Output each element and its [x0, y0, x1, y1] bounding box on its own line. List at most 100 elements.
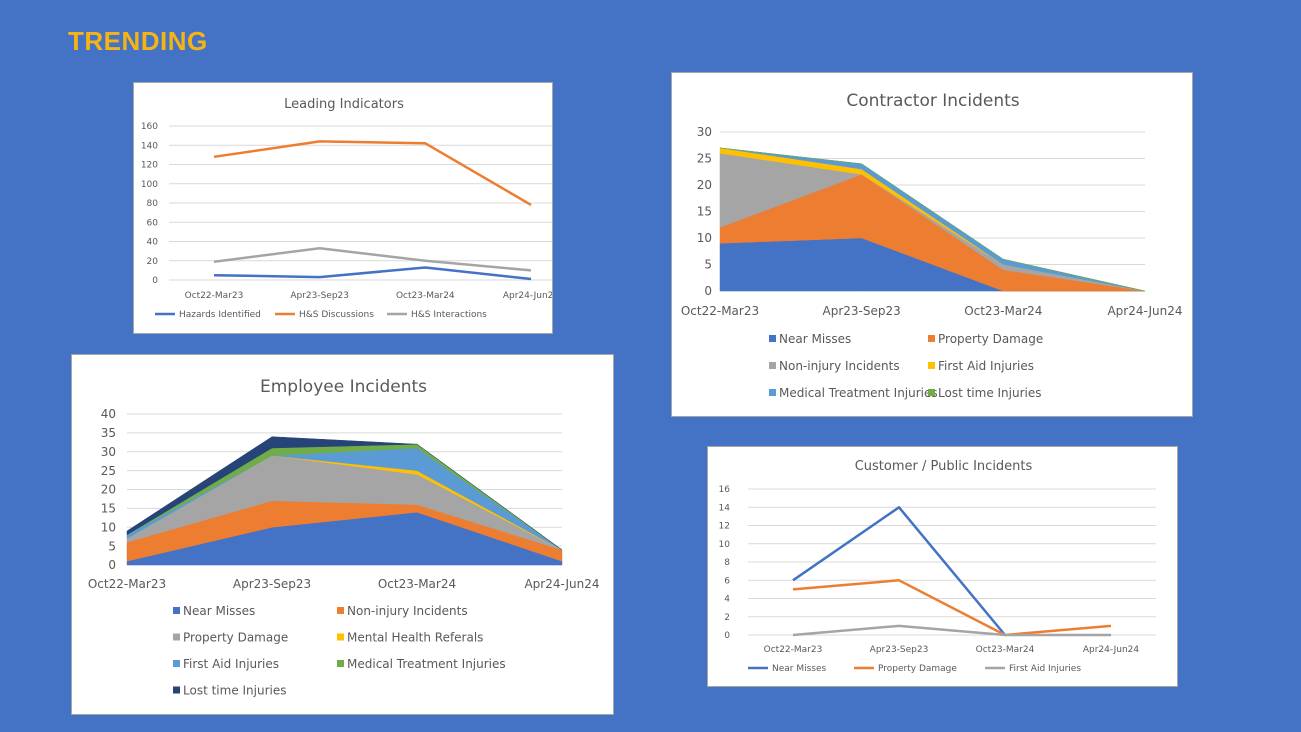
- x-tick-label: Oct23-Mar24: [396, 291, 455, 301]
- y-tick-label: 35: [101, 426, 116, 440]
- legend-label: Medical Treatment Injuries: [347, 657, 506, 671]
- legend-swatch-medical-treatment-injuries: [337, 660, 344, 667]
- legend-label: Near Misses: [772, 664, 827, 674]
- area-lost-time-injuries: [126, 436, 563, 551]
- legend-label: Lost time Injuries: [938, 386, 1042, 400]
- line-near-misses: [792, 506, 1006, 636]
- legend-swatch-non-injury-incidents: [769, 362, 776, 369]
- y-tick-label: 60: [147, 218, 159, 228]
- y-tick-label: 30: [101, 445, 116, 459]
- y-tick-label: 10: [697, 231, 712, 245]
- legend-swatch-property-damage: [928, 335, 935, 342]
- customer-incidents-svg: Customer / Public Incidents 0 2 4 6 8 10 12 14 16…: [719, 459, 1156, 674]
- legend-swatch-near-misses: [173, 607, 180, 614]
- x-tick-label: Oct22-Mar23: [88, 577, 166, 591]
- line-hazards-identified: [213, 266, 532, 281]
- y-tick-label: 10: [101, 520, 116, 534]
- y-tick-label: 14: [719, 503, 731, 513]
- legend-label: Non-injury Incidents: [347, 604, 468, 618]
- y-tick-label: 25: [697, 152, 712, 166]
- x-tick-label: Oct22-Mar23: [185, 291, 244, 301]
- legend-swatch-near-misses: [769, 335, 776, 342]
- chart-title: Customer / Public Incidents: [855, 459, 1033, 474]
- legend-label: Near Misses: [183, 604, 255, 618]
- y-tick-label: 10: [719, 540, 731, 550]
- legend-swatch-medical-treatment-injuries: [769, 389, 776, 396]
- area-lost-time-injuries: [719, 147, 1146, 292]
- y-tick-label: 40: [101, 407, 116, 421]
- y-tick-label: 0: [724, 631, 730, 641]
- legend-label: Property Damage: [938, 332, 1043, 346]
- contractor-incidents-chart: Contractor Incidents 0 5 10 15 20 25 30 Oct22-Ma…: [671, 72, 1193, 417]
- legend-label: H&S Discussions: [299, 310, 374, 320]
- leading-indicators-chart: Leading Indicators 0 20 40 60 80 100 120 140 160 O…: [133, 82, 553, 334]
- y-tick-label: 40: [147, 238, 159, 248]
- y-tick-label: 6: [724, 576, 730, 586]
- legend-swatch-first-aid-injuries: [928, 362, 935, 369]
- y-tick-label: 20: [101, 483, 116, 497]
- x-tick-label: Oct22-Mar23: [764, 645, 823, 655]
- y-tick-label: 0: [108, 558, 116, 572]
- chart-title: Employee Incidents: [260, 377, 427, 397]
- legend-swatch-lost-time-injuries: [928, 389, 935, 396]
- line-property-damage: [792, 579, 1112, 637]
- y-tick-label: 120: [141, 161, 158, 171]
- x-tick-label: Oct22-Mar23: [681, 304, 759, 318]
- y-tick-label: 2: [724, 613, 730, 623]
- employee-incidents-svg: Employee Incidents 0 5 10 15 20 25 30 35 40 Oct22-…: [88, 377, 600, 698]
- legend-label: First Aid Injuries: [183, 657, 279, 671]
- legend-label: Mental Health Referals: [347, 631, 483, 645]
- x-tick-label: Oct23-Mar24: [976, 645, 1035, 655]
- legend-label: First Aid Injuries: [938, 359, 1034, 373]
- y-tick-label: 20: [147, 257, 159, 267]
- line-h-s-interactions: [213, 246, 532, 272]
- x-tick-label: Apr23-Sep23: [870, 645, 929, 655]
- y-tick-label: 0: [704, 284, 712, 298]
- y-tick-label: 5: [704, 258, 712, 272]
- legend-label: Hazards Identified: [179, 310, 261, 320]
- y-tick-label: 30: [697, 125, 712, 139]
- employee-incidents-chart: Employee Incidents 0 5 10 15 20 25 30 35 40 Oct22-…: [71, 354, 614, 715]
- y-tick-label: 140: [141, 141, 158, 151]
- y-tick-label: 25: [101, 464, 116, 478]
- legend-label: Near Misses: [779, 332, 851, 346]
- y-tick-label: 15: [101, 502, 116, 516]
- x-tick-label: Apr23-Sep23: [290, 291, 349, 301]
- legend-swatch-non-injury-incidents: [337, 607, 344, 614]
- x-tick-label: Oct23-Mar24: [964, 304, 1042, 318]
- legend-swatch-first-aid-injuries: [173, 660, 180, 667]
- x-tick-label: Apr23-Sep23: [233, 577, 311, 591]
- y-tick-label: 100: [141, 180, 158, 190]
- legend-label: Property Damage: [183, 631, 288, 645]
- x-tick-label: Apr24-Jun24: [1107, 304, 1182, 318]
- chart-title: Contractor Incidents: [846, 91, 1019, 111]
- x-tick-label: Apr24-Jun24: [524, 577, 599, 591]
- y-tick-label: 15: [697, 205, 712, 219]
- y-tick-label: 160: [141, 122, 158, 132]
- legend-label: First Aid Injuries: [1009, 664, 1081, 674]
- y-tick-label: 4: [724, 595, 730, 605]
- legend-label: Non-injury Incidents: [779, 359, 900, 373]
- legend-label: H&S Interactions: [411, 310, 487, 320]
- legend-swatch-mental-health-referals: [337, 633, 344, 641]
- y-tick-label: 5: [108, 539, 116, 553]
- legend-label: Medical Treatment Injuries: [779, 386, 938, 400]
- x-tick-label: Apr24-Jun24: [503, 291, 553, 301]
- y-tick-label: 20: [697, 178, 712, 192]
- y-tick-label: 0: [152, 276, 158, 286]
- leading-indicators-svg: Leading Indicators 0 20 40 60 80 100 120 140 160 O…: [141, 97, 553, 320]
- y-tick-label: 80: [147, 199, 159, 209]
- x-tick-label: Oct23-Mar24: [378, 577, 456, 591]
- legend-swatch-lost-time-injuries: [173, 686, 180, 694]
- legend-swatch-property-damage: [173, 633, 180, 641]
- x-tick-label: Apr23-Sep23: [823, 304, 901, 318]
- x-tick-label: Apr24-Jun24: [1083, 645, 1140, 655]
- line-h-s-discussions: [213, 140, 532, 206]
- legend-label: Lost time Injuries: [183, 684, 287, 698]
- customer-incidents-chart: Customer / Public Incidents 0 2 4 6 8 10 12 14 16…: [707, 446, 1178, 687]
- y-tick-label: 16: [719, 485, 731, 495]
- legend-label: Property Damage: [878, 664, 957, 674]
- page-title: TRENDING: [68, 26, 208, 56]
- contractor-incidents-svg: Contractor Incidents 0 5 10 15 20 25 30 Oct22-Ma…: [681, 91, 1183, 400]
- chart-title: Leading Indicators: [284, 97, 404, 112]
